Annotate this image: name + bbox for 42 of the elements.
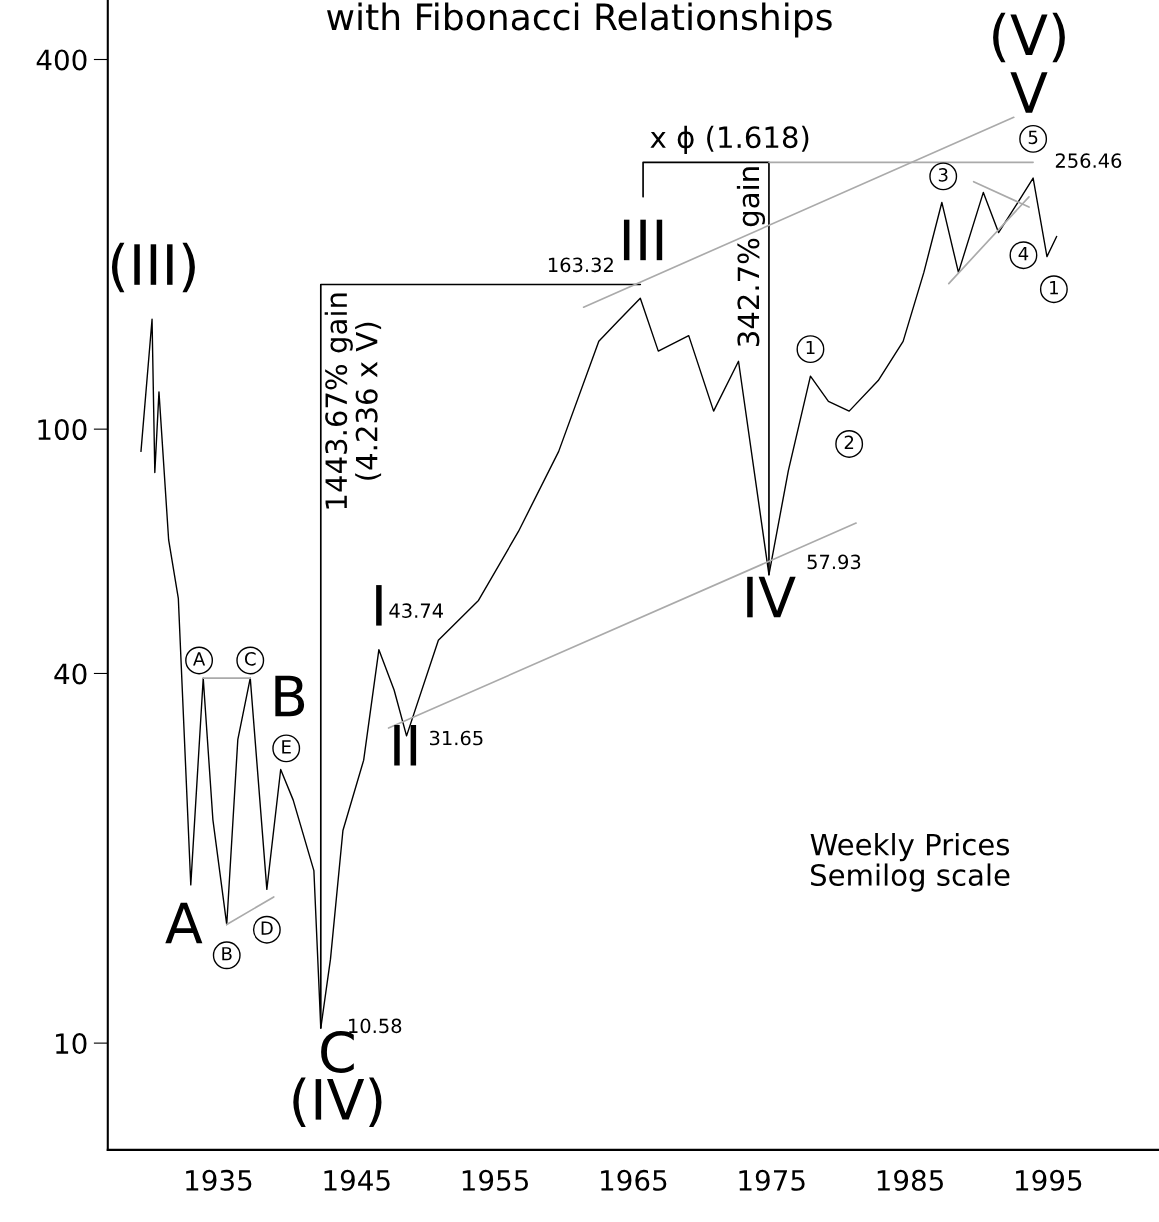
annotation: Weekly Prices Semilog scale bbox=[810, 832, 1010, 892]
annotation: 31.65 bbox=[430, 730, 483, 746]
annotation: B bbox=[222, 947, 232, 961]
annotation: B bbox=[275, 675, 305, 717]
annotation: (IV) bbox=[293, 1077, 382, 1127]
annotation: I bbox=[376, 585, 382, 626]
x-tick-label: 1975 bbox=[739, 1169, 805, 1191]
annotation: E bbox=[282, 740, 291, 754]
annotation: 57.93 bbox=[807, 554, 861, 570]
y-tick-label: 10 bbox=[56, 1033, 87, 1055]
annotation: 43.74 bbox=[389, 603, 443, 619]
y-tick-label: 40 bbox=[54, 663, 87, 685]
annotation: III bbox=[623, 219, 663, 261]
annotation: C bbox=[244, 652, 256, 666]
annotation: 3 bbox=[938, 168, 948, 182]
annotation: A bbox=[193, 652, 206, 666]
annotation: 256.46 bbox=[1055, 153, 1122, 168]
annotation: A bbox=[165, 902, 203, 944]
x-tick-label: 1945 bbox=[324, 1169, 390, 1191]
annotation: V bbox=[1010, 72, 1048, 113]
x-tick-label: 1965 bbox=[601, 1169, 667, 1191]
y-tick-label: 100 bbox=[38, 419, 87, 441]
annotation: II bbox=[394, 725, 417, 766]
annotation: IV bbox=[747, 576, 796, 618]
x-tick-label: 1995 bbox=[1016, 1169, 1082, 1191]
annotation: 2 bbox=[844, 435, 854, 449]
annotation: 342.7% gain bbox=[736, 167, 766, 347]
annotation: 1 bbox=[806, 340, 815, 355]
annotation: (III) bbox=[111, 242, 195, 293]
annotation: D bbox=[261, 921, 273, 935]
y-tick-label: 400 bbox=[36, 49, 87, 71]
annotation: 1443.67% gain (4.236 x V) bbox=[324, 293, 382, 509]
x-tick-label: 1935 bbox=[186, 1169, 252, 1191]
annotation: 163.32 bbox=[548, 257, 613, 273]
chart-title: with Fibonacci Relationships bbox=[327, 2, 832, 38]
x-tick-label: 1955 bbox=[462, 1169, 528, 1191]
annotation: 5 bbox=[1028, 130, 1038, 145]
annotation: 1 bbox=[1050, 281, 1058, 295]
x-tick-label: 1985 bbox=[877, 1169, 943, 1191]
annotation: 4 bbox=[1018, 247, 1029, 261]
annotation: x ϕ (1.618) bbox=[650, 125, 809, 154]
annotation: (V) bbox=[993, 12, 1065, 63]
